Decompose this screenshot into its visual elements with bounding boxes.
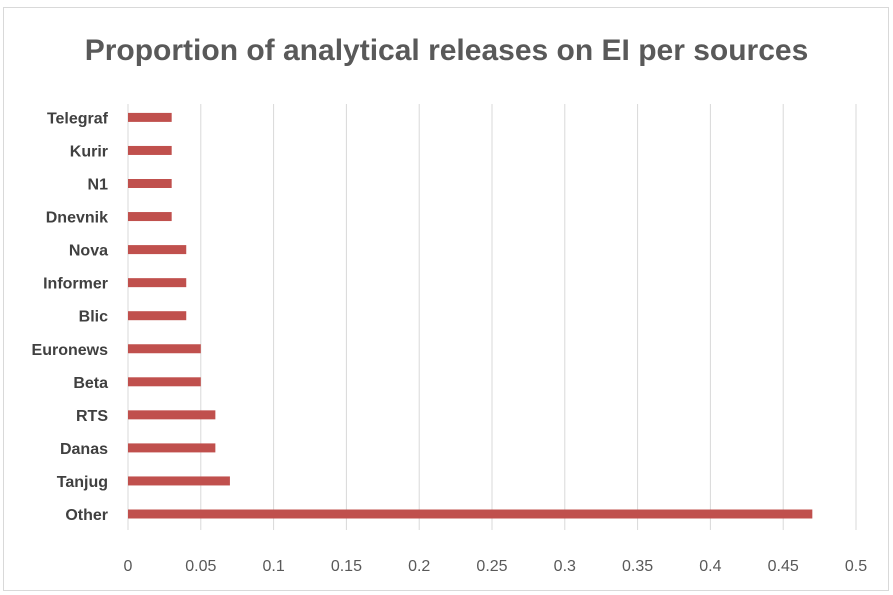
bar xyxy=(128,344,201,354)
category-label: Kurir xyxy=(70,143,108,160)
category-label: Beta xyxy=(73,375,108,392)
x-tick-label: 0.5 xyxy=(845,558,867,575)
category-label: Danas xyxy=(60,441,108,458)
chart-title: Proportion of analytical releases on EI … xyxy=(84,34,809,67)
bar xyxy=(128,509,813,519)
category-label: Telegraf xyxy=(47,110,109,127)
x-tick-label: 0 xyxy=(124,558,133,575)
bar xyxy=(128,410,216,420)
category-label: Dnevnik xyxy=(46,210,108,227)
category-label: Tanjug xyxy=(57,474,108,491)
bar xyxy=(128,377,201,387)
bar xyxy=(128,311,187,321)
category-label: Nova xyxy=(69,243,108,260)
bar xyxy=(128,443,216,453)
x-tick-label: 0.4 xyxy=(699,558,721,575)
bar xyxy=(128,179,172,188)
x-tick-label: 0.05 xyxy=(185,558,216,575)
category-label: Euronews xyxy=(32,342,109,359)
bar xyxy=(128,278,187,288)
category-label: Other xyxy=(65,507,108,524)
x-tick-label: 0.25 xyxy=(476,558,507,575)
x-tick-label: 0.15 xyxy=(331,558,362,575)
bar xyxy=(128,212,172,222)
bar xyxy=(128,145,172,155)
category-label: Informer xyxy=(43,276,108,293)
x-tick-label: 0.35 xyxy=(622,558,653,575)
chart-frame xyxy=(3,7,889,591)
x-tick-label: 0.3 xyxy=(554,558,576,575)
x-tick-label: 0.2 xyxy=(408,558,430,575)
category-label: RTS xyxy=(76,408,108,425)
category-label: N1 xyxy=(88,177,109,194)
x-tick-label: 0.45 xyxy=(768,558,799,575)
bar xyxy=(128,112,172,122)
bar xyxy=(128,476,230,486)
x-tick-label: 0.1 xyxy=(262,558,284,575)
bar xyxy=(128,245,187,255)
category-label: Blic xyxy=(79,309,108,326)
